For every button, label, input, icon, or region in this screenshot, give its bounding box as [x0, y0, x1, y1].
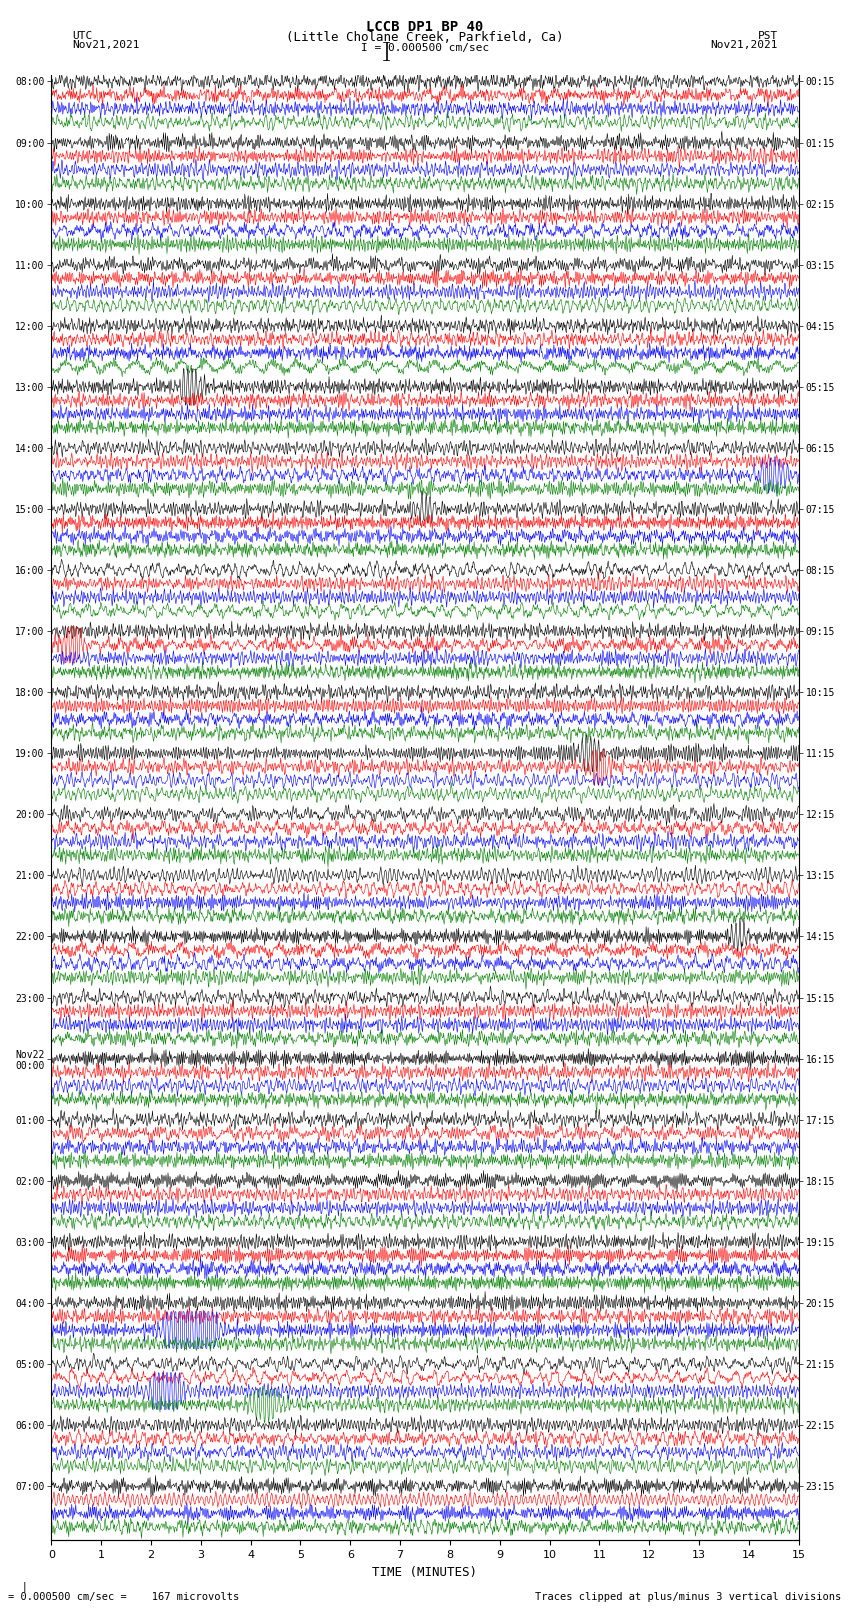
Text: = 0.000500 cm/sec =    167 microvolts: = 0.000500 cm/sec = 167 microvolts	[8, 1592, 240, 1602]
Text: |: |	[8, 1581, 29, 1592]
X-axis label: TIME (MINUTES): TIME (MINUTES)	[372, 1566, 478, 1579]
Text: Nov21,2021: Nov21,2021	[72, 40, 139, 50]
Text: UTC: UTC	[72, 31, 93, 40]
Text: Traces clipped at plus/minus 3 vertical divisions: Traces clipped at plus/minus 3 vertical …	[536, 1592, 842, 1602]
Text: LCCB DP1 BP 40: LCCB DP1 BP 40	[366, 19, 484, 34]
Text: (Little Cholane Creek, Parkfield, Ca): (Little Cholane Creek, Parkfield, Ca)	[286, 31, 564, 44]
Text: Nov21,2021: Nov21,2021	[711, 40, 778, 50]
Text: I = 0.000500 cm/sec: I = 0.000500 cm/sec	[361, 44, 489, 53]
Text: PST: PST	[757, 31, 778, 40]
